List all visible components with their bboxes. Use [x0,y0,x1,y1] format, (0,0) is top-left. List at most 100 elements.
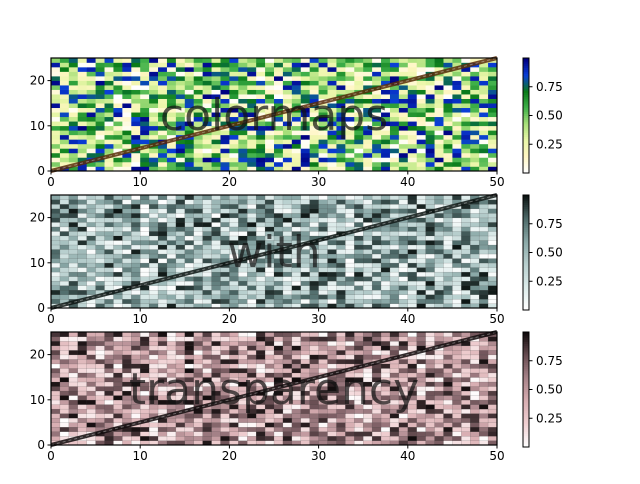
heatmap-cell [434,413,444,419]
heatmap-cell [380,258,391,264]
heatmap-cell [175,80,186,86]
heatmap-cell [443,152,453,158]
heatmap-cell [220,130,230,136]
heatmap-cell [175,280,186,286]
heatmap-cell [68,166,79,172]
heatmap-cell [273,280,284,286]
x-tick-label: 40 [400,449,415,463]
data-line-highlight [50,57,498,172]
heatmap-cell [202,285,213,291]
heatmap-cell [443,285,453,291]
heatmap-cell [184,435,195,441]
heatmap-cell [113,395,123,401]
heatmap-cell [434,139,444,145]
heatmap-cell [381,152,391,158]
heatmap-cell [452,76,462,81]
heatmap-cell [86,226,97,232]
heatmap-cell [309,345,320,351]
heatmap-cell [318,280,329,286]
heatmap-cell [309,98,319,104]
heatmap-cell [158,112,168,118]
colorbar-segment [523,59,529,63]
heatmap-cell [77,258,88,264]
heatmap-cell [282,94,293,99]
heatmap-cell [157,431,168,437]
heatmap-cell [300,431,311,437]
heatmap-cell [131,253,141,259]
heatmap-cell [318,166,328,172]
heatmap-cell [452,112,462,118]
heatmap-cell [470,85,480,90]
heatmap-cell [122,157,132,163]
axes-frame [50,194,498,309]
heatmap-cell [265,139,275,145]
heatmap-cell [372,71,382,77]
heatmap-cell [380,226,391,232]
heatmap-cell [68,408,79,414]
heatmap-cell [247,152,257,158]
heatmap-cell [470,390,480,396]
heatmap-cell [77,71,87,77]
heatmap-cell [113,194,123,201]
colorbar-segment [523,351,529,354]
colorbar-segment [523,300,529,303]
heatmap-cell [131,235,141,241]
heatmap-cell [68,399,79,405]
heatmap-cell [86,194,97,201]
heatmap-cell [470,121,480,127]
heatmap-cell [425,372,436,378]
heatmap-cell [86,121,96,127]
heatmap-cell [68,116,79,122]
heatmap-cell [407,152,418,158]
heatmap-cell [336,345,346,351]
heatmap-cell [336,130,346,136]
heatmap-cell [434,89,444,95]
heatmap-cell [122,199,132,205]
heatmap-cell [95,203,106,210]
heatmap-cell [264,212,275,219]
heatmap-cell [309,62,319,68]
heatmap-cell [425,294,436,300]
heatmap-cell [184,331,195,338]
heatmap-cell [238,143,248,149]
heatmap-cell [371,249,382,255]
heatmap-cell [175,354,186,360]
heatmap-cell [211,157,221,163]
heatmap-cell [336,226,346,232]
heatmap-cell [452,80,462,86]
heatmap-cell [363,258,373,264]
heatmap-cell [193,258,204,264]
heatmap-cell [461,89,471,95]
heatmap-cell [274,130,284,136]
heatmap-cell [202,107,212,113]
heatmap-cell [86,271,97,277]
heatmap-cell [220,89,230,95]
heatmap-cell [104,94,114,99]
heatmap-cell [139,426,150,432]
heatmap-cell [77,377,88,383]
heatmap-cell [211,230,221,237]
heatmap-cell [113,276,123,282]
heatmap-cell [389,58,400,63]
colorbar-segment [523,335,529,339]
heatmap-cell [255,340,266,347]
heatmap-cell [184,262,195,268]
heatmap-cell [95,435,106,441]
colorbar-segment [523,372,529,375]
heatmap-cell [300,166,310,172]
heatmap-cell [86,372,97,378]
heatmap-cell [336,280,346,286]
heatmap-cell [86,336,97,342]
heatmap-cell [77,280,88,286]
heatmap-cell [318,199,329,205]
heatmap-cell [478,285,489,291]
heatmap-cell [264,354,275,360]
heatmap-cell [443,121,453,127]
heatmap-cell [95,166,105,172]
heatmap-cell [425,89,435,95]
colorbar-segment [523,269,529,273]
heatmap-cell [309,116,319,122]
heatmap-cell [104,404,114,410]
heatmap-cell [122,103,132,109]
heatmap-cell [371,354,382,360]
